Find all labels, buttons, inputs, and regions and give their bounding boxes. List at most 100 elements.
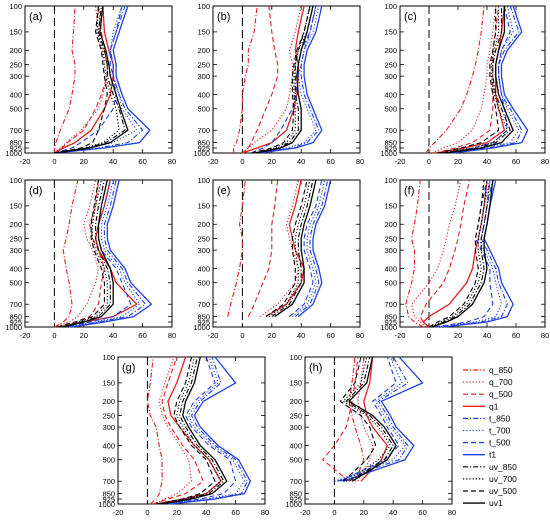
- series-line-q_850: [405, 179, 424, 328]
- y-tick-label: 700: [197, 300, 210, 309]
- series-line-q_700: [242, 5, 302, 154]
- series-line-t_850: [69, 179, 147, 328]
- series-line-q_850: [53, 5, 76, 153]
- series-line-uv_700: [254, 5, 314, 154]
- y-tick-label: 100: [9, 2, 22, 11]
- x-tick-label: 40: [202, 508, 210, 517]
- y-tick-label: 500: [102, 456, 115, 465]
- x-tick-label: 0: [427, 157, 431, 166]
- y-tick-label: 100: [102, 353, 115, 362]
- series-line-uv_500: [54, 5, 108, 154]
- x-tick-label: 60: [138, 331, 146, 340]
- panel-label: (c): [404, 11, 417, 23]
- y-tick-label: 700: [102, 477, 115, 486]
- y-tick-label: 1000: [193, 323, 210, 332]
- x-tick-label: 80: [356, 331, 364, 340]
- x-tick-label: 60: [512, 157, 520, 166]
- y-tick-label: 500: [9, 105, 22, 114]
- legend-item-uv_500: uv_500: [463, 486, 517, 496]
- series-line-uv_500: [428, 179, 485, 328]
- y-tick-label: 1000: [285, 500, 302, 509]
- series-line-t_850: [337, 356, 409, 482]
- y-tick-label: 150: [384, 202, 397, 211]
- y-tick-label: 850: [102, 489, 115, 498]
- series-line-uv_700: [54, 5, 120, 154]
- series-line-t_700: [334, 356, 406, 482]
- x-tick-label: -20: [208, 157, 219, 166]
- series-line-uv_850: [254, 5, 311, 154]
- y-tick-label: 100: [197, 2, 210, 11]
- legend: q_850 q_700 q_500 q1 t_850 t_700 t_500 t1 uv_850…: [463, 365, 517, 508]
- x-tick-label: 20: [80, 157, 88, 166]
- series-line-uv_700: [60, 179, 108, 328]
- y-tick-label: 925: [9, 318, 22, 327]
- y-tick-label: 850: [197, 312, 210, 321]
- series-line-q_850: [146, 356, 163, 505]
- series-line-uv_700: [156, 356, 222, 505]
- y-tick-label: 150: [9, 202, 22, 211]
- y-tick-label: 400: [102, 441, 115, 450]
- legend-item-uv_700: uv_700: [463, 474, 517, 484]
- x-tick-label: 20: [173, 508, 181, 517]
- panel-frame: [212, 179, 361, 328]
- series-line-q_500: [57, 179, 105, 328]
- series-line-t1: [342, 356, 424, 482]
- series-line-uv1: [256, 5, 314, 154]
- y-tick-label: 1000: [5, 323, 22, 332]
- y-tick-label: 250: [9, 60, 22, 69]
- x-tick-label: 80: [356, 157, 364, 166]
- series-line-q_700: [431, 5, 497, 154]
- legend-label: q_850: [489, 365, 513, 375]
- series-line-uv1: [274, 179, 317, 318]
- legend-label: uv_500: [489, 486, 517, 496]
- series-line-q_700: [54, 179, 100, 328]
- legend-label: uv_850: [489, 462, 517, 472]
- x-tick-label: -20: [20, 331, 31, 340]
- x-tick-label: 20: [454, 157, 462, 166]
- y-tick-label: 850: [9, 138, 22, 147]
- y-tick-label: 300: [197, 72, 210, 81]
- legend-item-q_700: q_700: [463, 377, 513, 387]
- series-line-q_850: [233, 5, 258, 153]
- y-tick-label: 300: [384, 246, 397, 255]
- y-tick-label: 200: [289, 397, 302, 406]
- series-line-uv_500: [156, 356, 216, 505]
- y-tick-label: 400: [9, 90, 22, 99]
- series-line-t_500: [63, 179, 132, 328]
- series-line-q_500: [247, 179, 279, 317]
- y-tick-label: 300: [289, 423, 302, 432]
- x-tick-label: 80: [168, 331, 176, 340]
- y-tick-label: 925: [289, 495, 302, 504]
- y-tick-label: 925: [197, 318, 210, 327]
- series-line-q_500: [242, 5, 279, 154]
- panel-frame: [399, 5, 546, 154]
- legend-label: q_500: [489, 389, 513, 399]
- y-tick-label: 200: [9, 46, 22, 55]
- x-tick-label: -20: [113, 508, 124, 517]
- series-line-t1: [71, 179, 153, 328]
- y-tick-label: 400: [384, 90, 397, 99]
- y-tick-label: 100: [384, 2, 397, 11]
- y-tick-label: 300: [9, 246, 22, 255]
- panel-frame: [304, 356, 453, 505]
- series-line-uv_850: [271, 179, 314, 318]
- series-line-uv_850: [54, 5, 126, 154]
- y-tick-label: 200: [384, 220, 397, 229]
- panel-label: (d): [29, 185, 42, 197]
- series-line-q_500: [153, 356, 204, 505]
- series-line-q1: [242, 5, 305, 154]
- x-tick-label: 20: [268, 331, 276, 340]
- series-line-uv_500: [251, 5, 311, 154]
- y-tick-label: 1000: [380, 149, 397, 158]
- series-line-uv1: [446, 6, 514, 154]
- x-tick-label: 0: [52, 331, 56, 340]
- y-tick-label: 300: [9, 72, 22, 81]
- x-tick-label: 60: [231, 508, 239, 517]
- x-tick-label: 60: [512, 331, 520, 340]
- y-tick-label: 500: [289, 456, 302, 465]
- series-line-uv1: [63, 179, 114, 328]
